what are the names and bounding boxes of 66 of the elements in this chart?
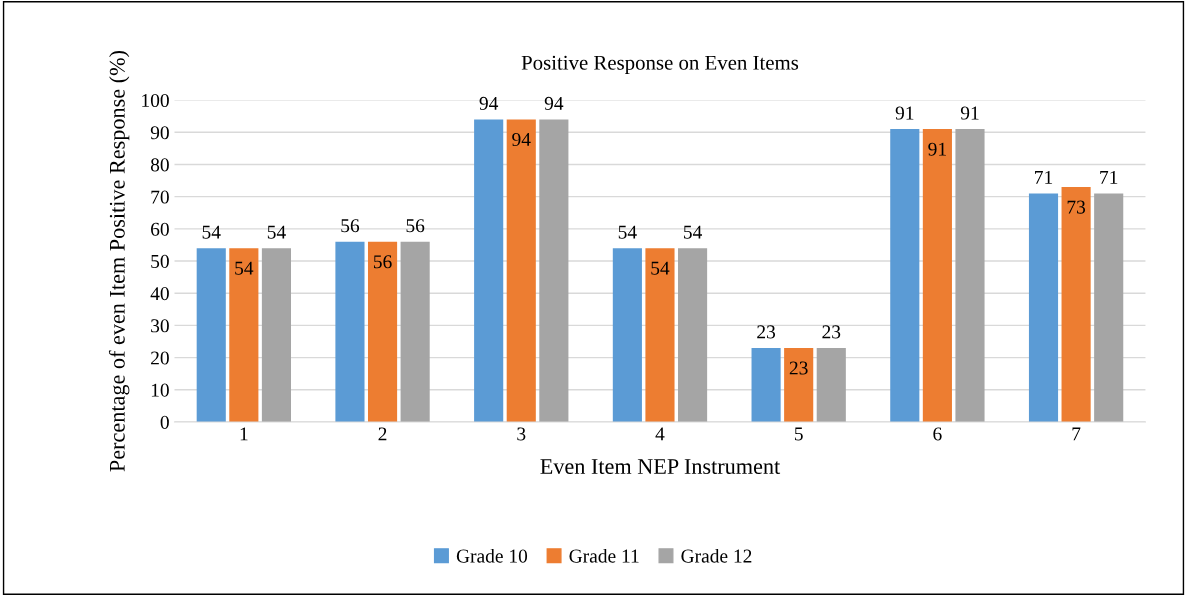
data-label: 54	[202, 225, 221, 239]
data-label: 94	[479, 96, 499, 110]
bar	[261, 248, 291, 422]
x-tick-label: 2	[378, 427, 387, 441]
x-tick-label: 3	[517, 427, 526, 441]
x-tick-label: 5	[794, 427, 803, 441]
bar	[922, 129, 952, 422]
data-label: 23	[757, 325, 776, 339]
legend-label: Grade 12	[681, 548, 752, 563]
bar	[1028, 193, 1059, 422]
bar	[955, 129, 985, 422]
bar	[816, 347, 846, 422]
y-tick-label: 90	[150, 126, 169, 140]
data-label: 73	[1067, 200, 1086, 214]
bar	[1094, 193, 1124, 422]
data-label: 71	[1035, 170, 1053, 184]
data-label: 56	[341, 219, 360, 233]
y-tick-label: 20	[151, 351, 169, 365]
y-tick-label: 60	[151, 222, 169, 236]
data-label: 54	[267, 225, 286, 239]
bar	[890, 129, 920, 422]
bar	[400, 241, 430, 422]
bar	[645, 248, 675, 422]
data-label: 54	[618, 225, 637, 239]
bar	[678, 248, 708, 422]
data-label: 56	[406, 219, 425, 233]
bar	[229, 248, 259, 422]
data-label: 91	[928, 142, 946, 156]
bar	[474, 119, 504, 422]
y-tick-label: 10	[151, 383, 169, 397]
y-axis-title: Percentage of even Item Positive Response (%)	[108, 50, 130, 472]
bar	[751, 347, 781, 422]
y-tick-label: 30	[151, 319, 169, 333]
data-label: 54	[235, 261, 254, 275]
x-tick-label: 7	[1072, 427, 1081, 441]
bar	[506, 119, 536, 422]
chart-title: Positive Response on Even Items	[521, 55, 799, 75]
data-label: 91	[895, 106, 914, 120]
x-tick-label: 6	[933, 427, 942, 441]
data-label: 91	[960, 106, 979, 120]
y-tick-label: 50	[151, 254, 169, 268]
bar	[335, 241, 365, 422]
x-tick-label: 1	[240, 427, 248, 441]
data-label: 54	[651, 261, 670, 275]
y-tick-label: 80	[150, 158, 169, 172]
y-tick-label: 40	[150, 287, 169, 301]
data-label: 54	[683, 225, 702, 239]
bar	[784, 347, 814, 422]
bar	[539, 119, 569, 422]
data-label: 56	[373, 255, 392, 269]
x-axis-title: Even Item NEP Instrument	[540, 459, 781, 474]
y-tick-label: 100	[142, 93, 169, 108]
y-tick-label: 0	[160, 415, 169, 429]
legend-label: Grade 10	[456, 548, 528, 563]
bar	[196, 248, 226, 422]
data-label: 71	[1100, 170, 1118, 184]
y-tick-label: 70	[151, 190, 169, 204]
data-label: 23	[789, 361, 808, 375]
legend-label: Grade 11	[569, 548, 639, 563]
data-label: 94	[512, 132, 531, 147]
bar	[612, 248, 642, 422]
data-label: 94	[544, 96, 564, 110]
x-tick-label: 4	[655, 427, 665, 441]
data-label: 23	[822, 325, 841, 339]
bar	[1061, 187, 1091, 422]
bar	[367, 241, 398, 422]
